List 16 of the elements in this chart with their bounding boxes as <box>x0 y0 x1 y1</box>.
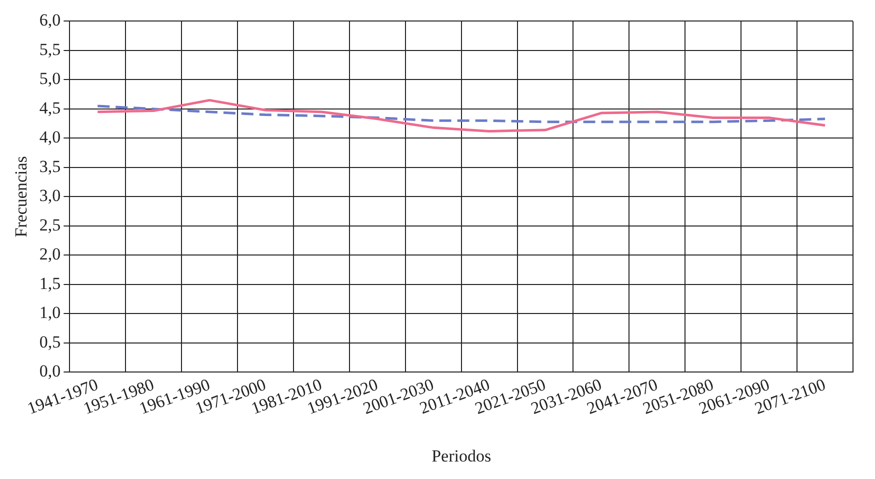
y-tick-label: 4,0 <box>39 128 61 147</box>
y-tick-label: 3,5 <box>39 156 61 176</box>
y-tick-label: 1,0 <box>39 303 61 322</box>
y-tick-label: 4,5 <box>39 98 61 118</box>
y-tick-label: 2,5 <box>39 215 61 234</box>
y-tick-label: 0,0 <box>39 362 61 381</box>
y-tick-label: 1,5 <box>39 274 61 293</box>
y-axis-title: Frecuencias <box>12 156 31 238</box>
y-tick-label: 3,0 <box>39 186 61 206</box>
y-tick-label: 5,5 <box>39 40 61 59</box>
y-tick-label: 6,0 <box>39 10 61 30</box>
x-axis-title: Periodos <box>432 446 492 466</box>
y-tick-label: 0,5 <box>39 332 61 352</box>
y-tick-label: 2,0 <box>39 244 61 264</box>
y-tick-label: 5,0 <box>39 69 61 88</box>
line-series <box>96 104 826 124</box>
